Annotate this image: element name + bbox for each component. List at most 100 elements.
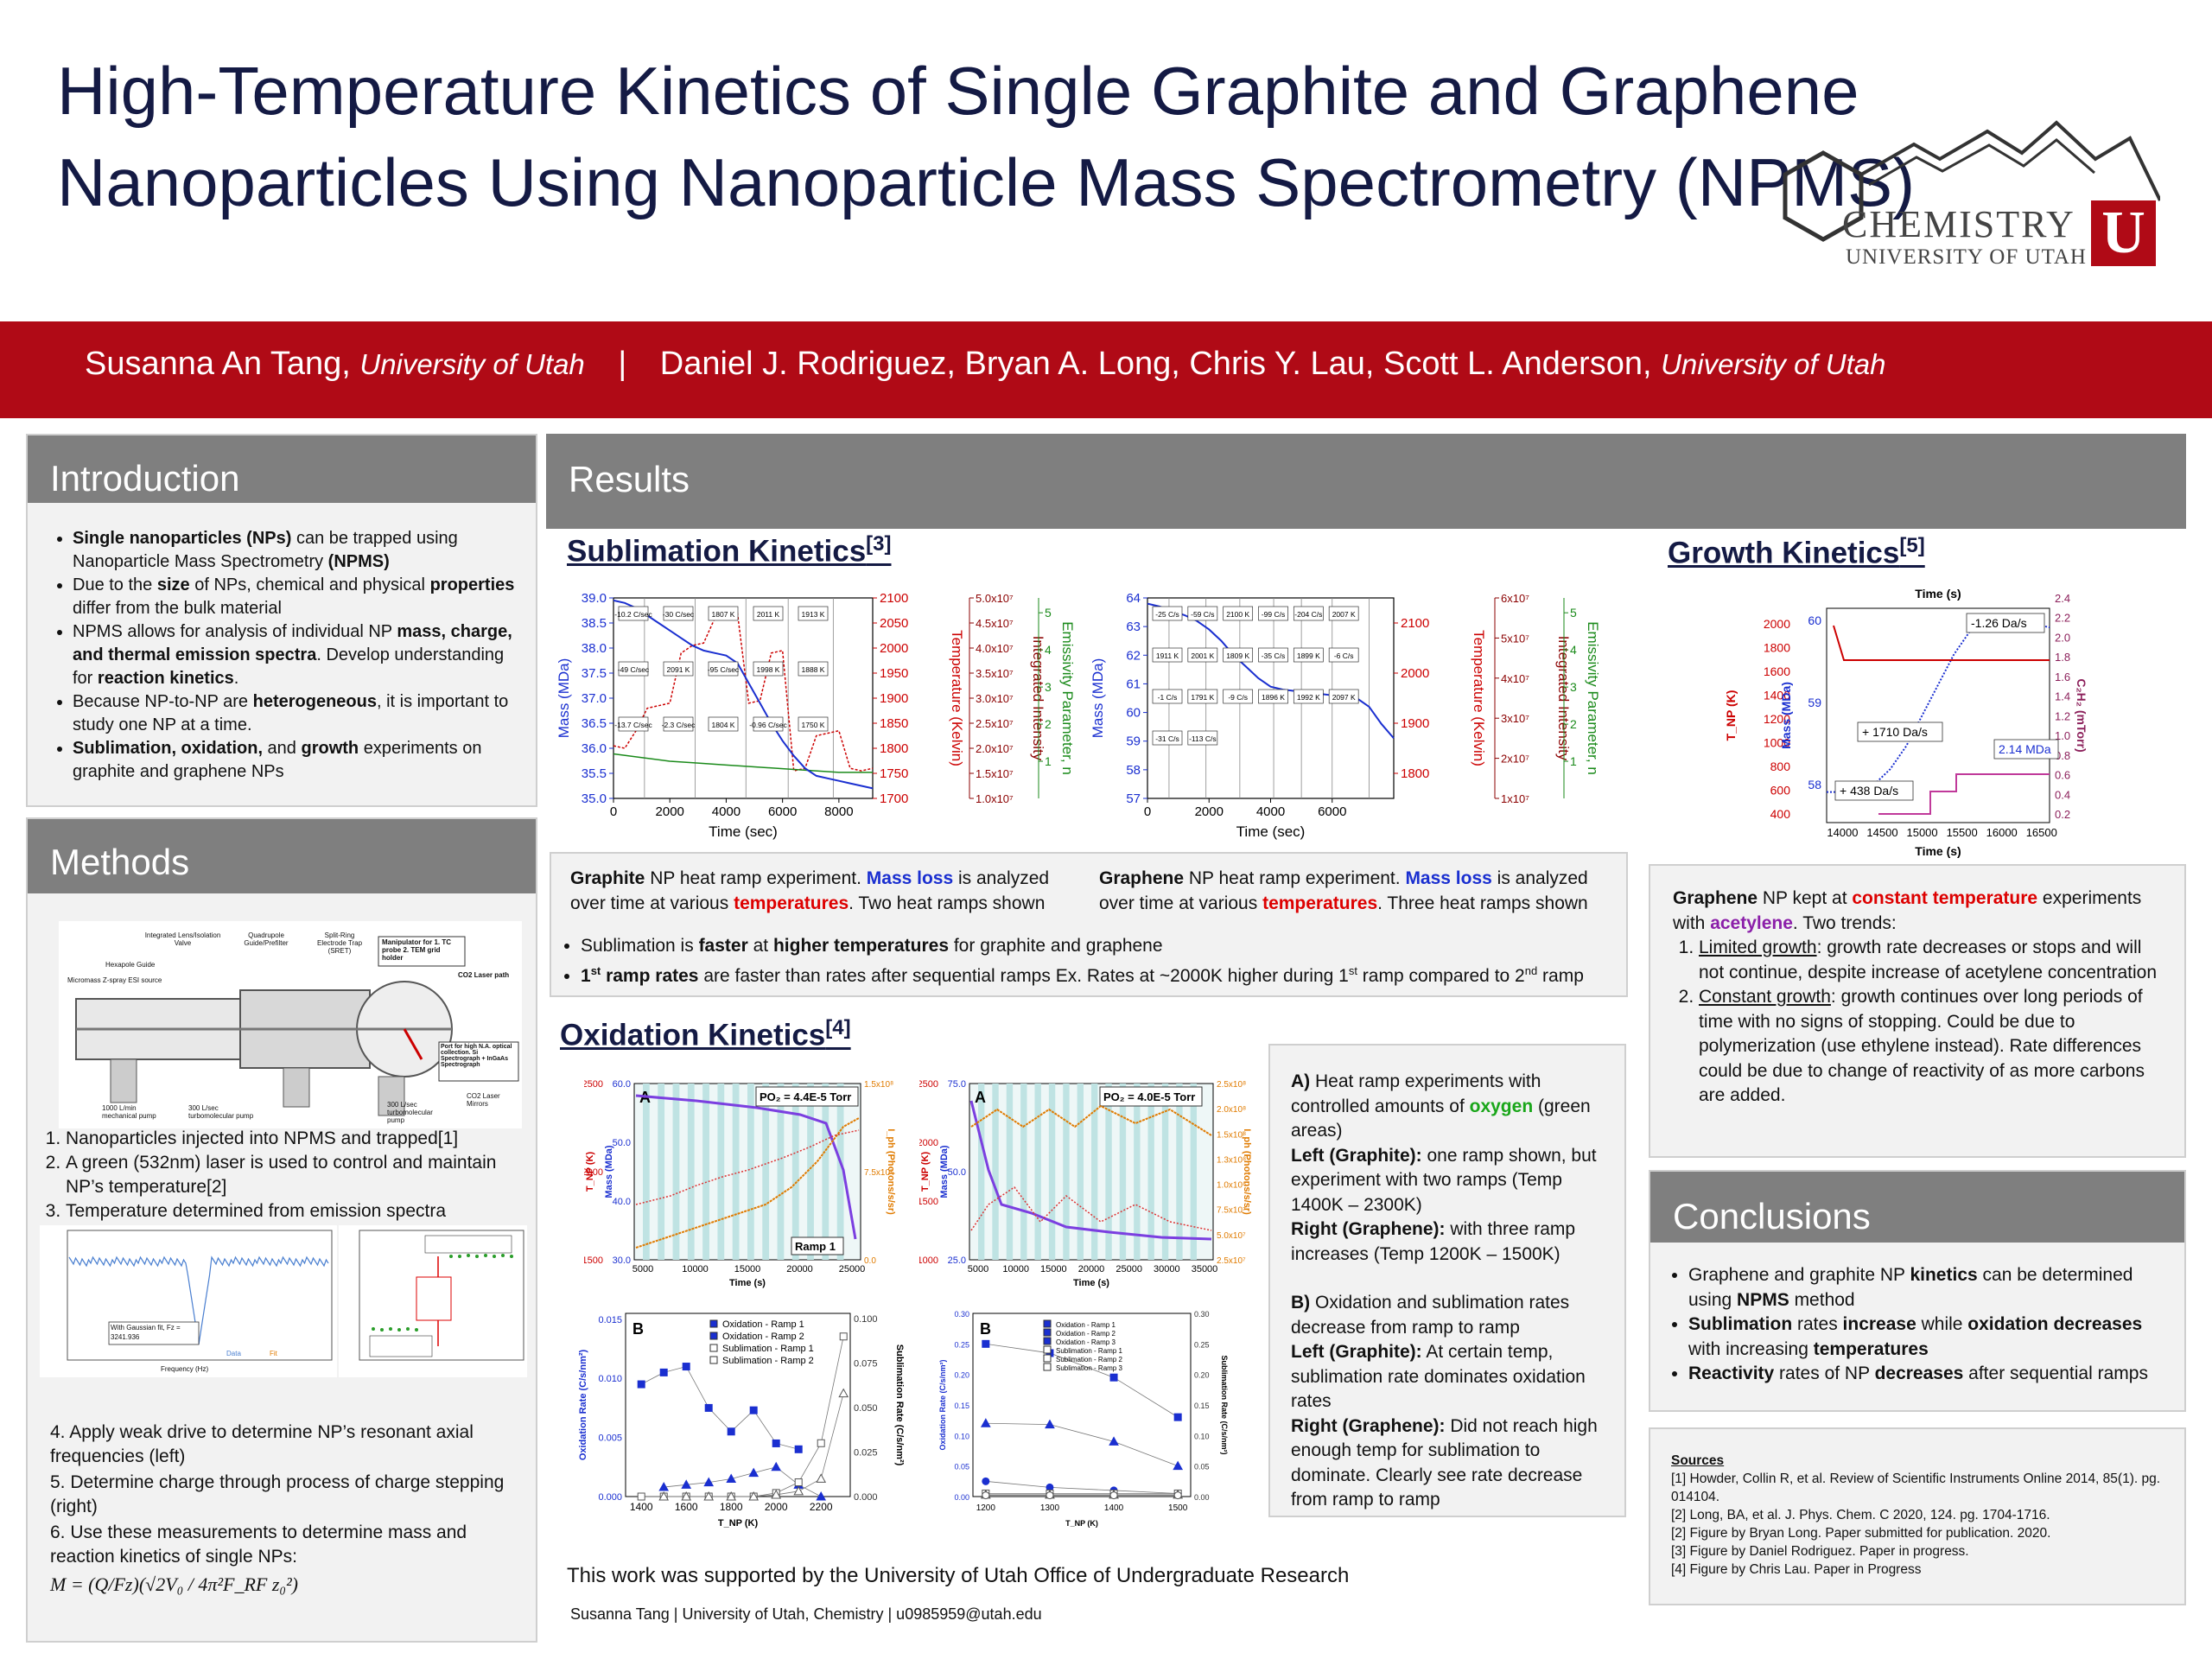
graphite-oxidation-b-chart: B 0.000 0.005 0.010 0.015 Oxidation Rate (C/s… bbox=[575, 1296, 905, 1533]
y-tick-label: 36.5 bbox=[582, 716, 607, 731]
apparatus-label-sret: Split-Ring Electrode Trap (SRET) bbox=[316, 931, 363, 955]
x-axis-title: T_NP (K) bbox=[1065, 1519, 1098, 1528]
y3-tick-label: 5.0x10⁷ bbox=[976, 592, 1014, 605]
data-point bbox=[703, 1491, 715, 1501]
data-point bbox=[637, 1380, 645, 1389]
oxygen-band bbox=[747, 1084, 754, 1260]
y2-axis-title: Sublimation Rate (C/s/nm²) bbox=[1220, 1355, 1229, 1454]
annotation-box bbox=[1328, 606, 1359, 621]
y3-tick-label: 2.0x10⁷ bbox=[976, 742, 1014, 755]
oxygen-band bbox=[1063, 1084, 1070, 1260]
y2-tick-label: 1900 bbox=[1401, 716, 1429, 731]
methods-step-4: 4. Apply weak drive to determine NP’s re… bbox=[50, 1422, 474, 1466]
annotation-box bbox=[1223, 647, 1254, 663]
y-tick-label: 35.0 bbox=[582, 791, 607, 806]
annotation-label: 1896 K bbox=[1262, 693, 1285, 702]
data-point bbox=[1045, 1419, 1055, 1429]
annotation-label: 1998 K bbox=[757, 665, 780, 674]
growth-item-2: Constant growth: growth continues over l… bbox=[1699, 985, 2171, 1109]
y-tick-label: 58 bbox=[1126, 763, 1141, 778]
oxygen-band bbox=[822, 1084, 830, 1260]
oxygen-band bbox=[1176, 1084, 1183, 1260]
oxidation-text-left-b: Left (Graphite): At certain temp, sublim… bbox=[1291, 1342, 1586, 1411]
data-point bbox=[659, 1368, 668, 1376]
y3-axis-title: I_ph (Photons/s/sr) bbox=[1242, 1128, 1251, 1215]
oxygen-band bbox=[992, 1084, 999, 1260]
annotation-box bbox=[708, 661, 739, 677]
pressure-box bbox=[755, 1086, 859, 1107]
mass-series bbox=[635, 1094, 857, 1240]
chart-title: Time (s) bbox=[1915, 587, 1961, 601]
y2-tick-label: 0.25 bbox=[1194, 1340, 1210, 1349]
apparatus-label-hexapole: Hexapole Guide bbox=[105, 961, 156, 969]
y-tick-label: 2000 bbox=[1764, 617, 1790, 631]
y3-tick-label: 1.5x10⁷ bbox=[976, 767, 1014, 780]
series-line bbox=[985, 1480, 1179, 1494]
x-axis-title: Time (sec) bbox=[1236, 823, 1306, 840]
y2-tick-label: 2500 bbox=[919, 1079, 938, 1090]
temperature-series bbox=[1833, 625, 2050, 661]
y2-axis-title: T_NP (K) bbox=[920, 1152, 931, 1192]
oxygen-band bbox=[658, 1084, 665, 1260]
y-tick-label: 39.0 bbox=[582, 591, 607, 606]
x-tick-label: 10000 bbox=[682, 1264, 709, 1274]
y-tick-label: 50.0 bbox=[613, 1138, 631, 1148]
y2-tick-label: 0.050 bbox=[854, 1403, 878, 1414]
source-1: [1] Howder, Collin R, et al. Review of S… bbox=[1671, 1471, 2161, 1504]
y2-tick-label: 0.025 bbox=[854, 1448, 878, 1459]
annotation-label: 1913 K bbox=[802, 610, 825, 619]
data-point bbox=[793, 1485, 804, 1496]
intro-bullet-3: NPMS allows for analysis of individual N… bbox=[73, 620, 527, 690]
y-tick-label: 57 bbox=[1126, 791, 1141, 806]
annotation-label: -0.96 C/sec bbox=[749, 721, 787, 729]
x-tick-label: 1400 bbox=[630, 1501, 653, 1513]
annotation-box bbox=[1152, 730, 1183, 746]
y2-tick-label: 59 bbox=[1808, 696, 1821, 709]
ramp-box bbox=[791, 1236, 844, 1255]
annotation-box bbox=[663, 661, 694, 677]
y-axis-title: Mass (MDa) bbox=[556, 658, 572, 739]
y4-axis-title: Emissivity Parameter, n bbox=[1059, 621, 1076, 775]
annotation-box bbox=[1258, 689, 1288, 704]
y2-axis-title: Temperature (Kelvin) bbox=[949, 630, 965, 766]
graphene-oxidation-b-chart: B 0.00 0.05 0.10 0.15 0.20 0.25 0.30 Oxidation R… bbox=[935, 1296, 1229, 1533]
legend-label: Oxidation - Ramp 1 bbox=[722, 1319, 804, 1330]
pressure-label: PO₂ = 4.4E-5 Torr bbox=[760, 1090, 851, 1103]
y3-tick-label: 4.5x10⁷ bbox=[976, 617, 1014, 630]
sources-box: Sources [1] Howder, Collin R, et al. Rev… bbox=[1649, 1427, 2186, 1605]
y3-tick-label: 4x10⁷ bbox=[1501, 672, 1529, 685]
plot-frame bbox=[625, 1313, 851, 1497]
x-tick-label: 5000 bbox=[632, 1264, 653, 1274]
y3-tick-label: 1.5x10⁸ bbox=[1217, 1130, 1246, 1140]
annotation-label: 1807 K bbox=[712, 610, 735, 619]
y3-tick-label: 2.0x10⁸ bbox=[1217, 1105, 1246, 1115]
y-tick-label: 0.000 bbox=[598, 1492, 622, 1503]
logo-u-block: U bbox=[2091, 200, 2156, 266]
conclusion-3: Reactivity rates of NP decreases after s… bbox=[1688, 1362, 2171, 1387]
oxygen-band bbox=[777, 1084, 785, 1260]
y2-tick-label: 0.05 bbox=[1194, 1463, 1210, 1471]
x-axis-title: Time (s) bbox=[1915, 844, 1961, 858]
annotation-box bbox=[663, 606, 694, 621]
y-tick-label: 60.0 bbox=[613, 1079, 631, 1090]
data-point bbox=[1109, 1491, 1118, 1500]
y2-tick-label: 2500 bbox=[584, 1079, 603, 1090]
y3-tick-label: 4.0x10⁷ bbox=[976, 642, 1014, 655]
x-tick-label: 1300 bbox=[1040, 1503, 1060, 1513]
data-point bbox=[637, 1492, 645, 1501]
oxidation-heading: Oxidation Kinetics[4] bbox=[560, 1016, 851, 1052]
y2-tick-label: 1800 bbox=[1401, 766, 1429, 781]
annotation-box bbox=[1187, 730, 1218, 746]
methods-steps-4-6: 4. Apply weak drive to determine NP’s re… bbox=[50, 1421, 525, 1597]
y4-tick-label: 1 bbox=[1045, 754, 1052, 768]
y-tick-label: 25.0 bbox=[948, 1255, 966, 1266]
y2-tick-label: 0.00 bbox=[1194, 1493, 1210, 1502]
x-tick-label: 5000 bbox=[968, 1264, 988, 1274]
growth-text-box: Graphene NP kept at constant temperature… bbox=[1649, 864, 2186, 1158]
oxygen-band bbox=[1048, 1084, 1056, 1260]
oxygen-band bbox=[1006, 1084, 1014, 1260]
legend-marker bbox=[1043, 1319, 1052, 1328]
data-point bbox=[816, 1473, 827, 1483]
y2-tick-label: 1500 bbox=[919, 1197, 938, 1207]
annotation-label: 1899 K bbox=[1297, 652, 1320, 660]
